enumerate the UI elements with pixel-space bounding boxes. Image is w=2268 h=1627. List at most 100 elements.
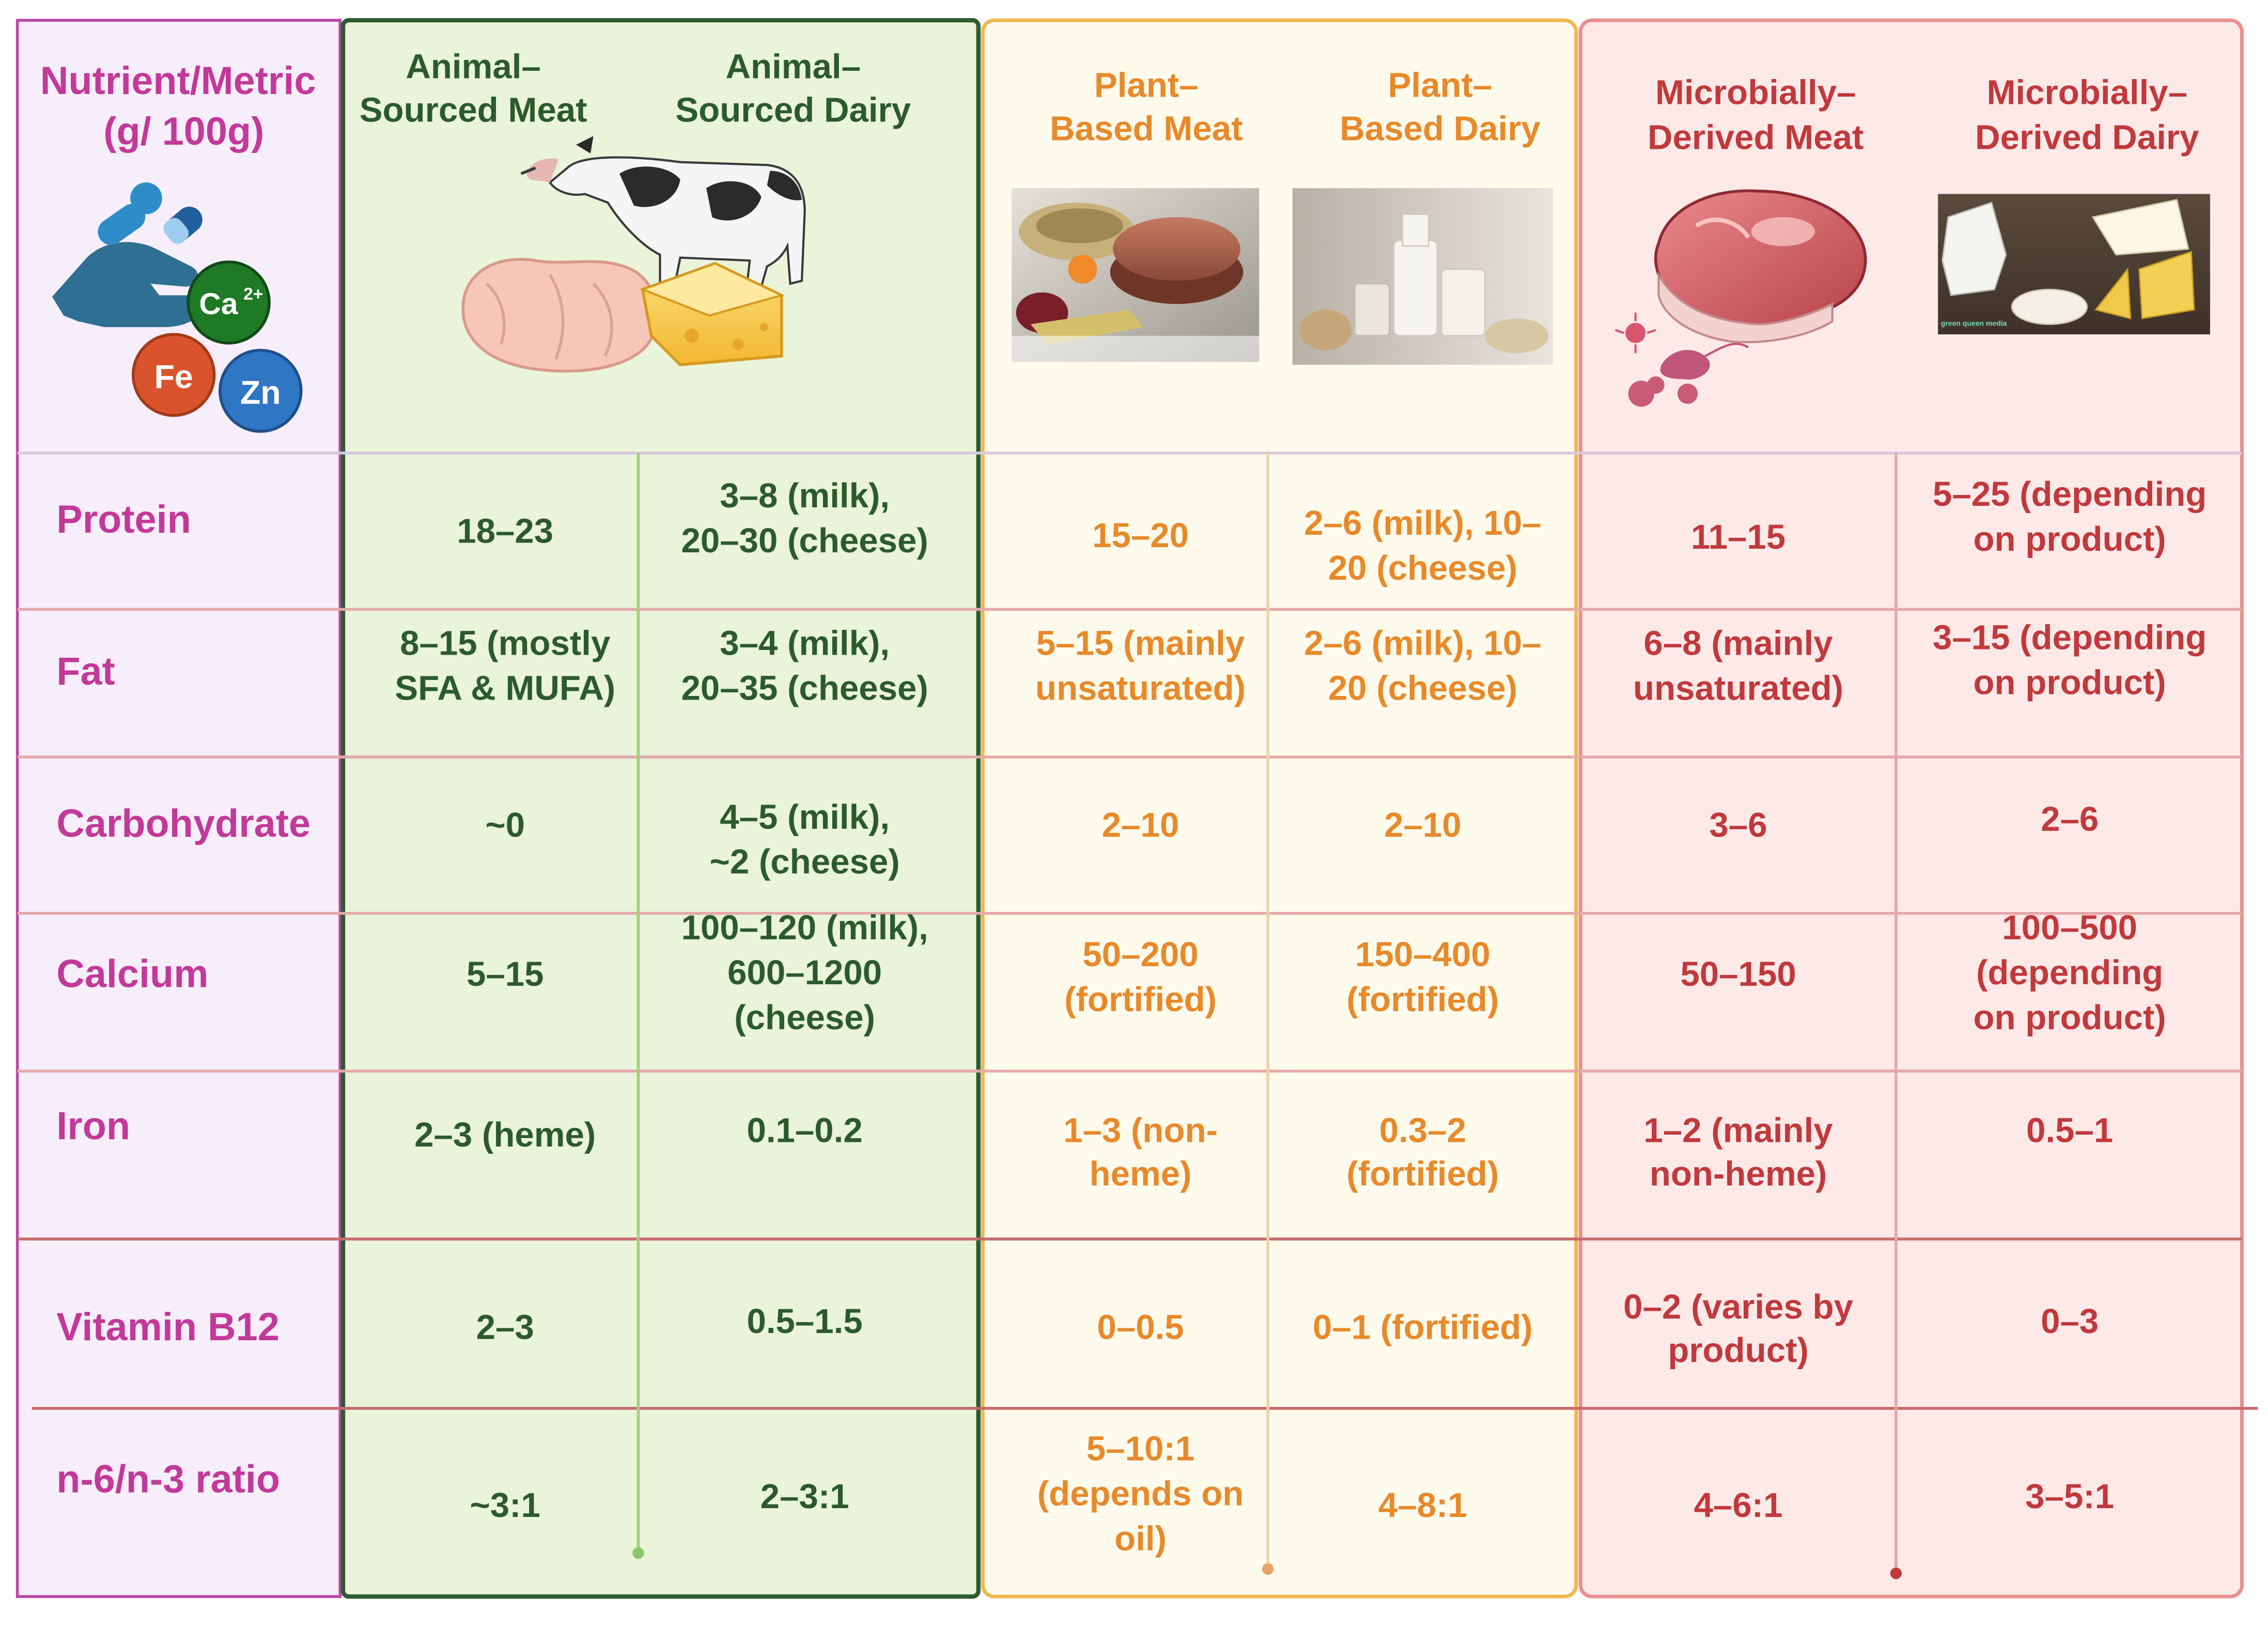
cell-line: 2–10 <box>1102 805 1179 844</box>
column-header-line2: Based Meat <box>1050 110 1243 148</box>
metric-header-title: Nutrient/Metric (g/ 100g) <box>40 59 316 153</box>
cell-line: 2–10 <box>1384 805 1462 844</box>
cell-fat-animal-dairy: 3–4 (milk), 20–35 (cheese) <box>681 624 928 708</box>
cell-line: 2–3:1 <box>760 1477 849 1516</box>
cell-line: 0–1 (fortified) <box>1313 1308 1533 1346</box>
column-header-line2: Based Dairy <box>1340 110 1541 148</box>
row-label-iron: Iron <box>56 1105 130 1148</box>
plant-based-burger-photo <box>1012 188 1260 362</box>
cell-line: 3–5:1 <box>2025 1477 2114 1516</box>
row-label-n-6-n-3-ratio: n-6/n-3 ratio <box>56 1458 280 1501</box>
cell-protein-animal-dairy: 3–8 (milk), 20–30 (cheese) <box>681 476 928 560</box>
cell-line: 2–6 <box>2041 800 2099 839</box>
cell-line: 20–30 (cheese) <box>681 521 928 560</box>
cell-line: 0.5–1 <box>2026 1111 2113 1150</box>
cell-iron-microbial-meat: 1–2 (mainly non-heme) <box>1644 1111 1834 1193</box>
cell-line: ~2 (cheese) <box>710 843 900 881</box>
cell-line: 5–10:1 <box>1086 1430 1194 1468</box>
cell-n-6-n-3-ratio-plant-meat: 5–10:1 (depends on oil) <box>1037 1430 1244 1558</box>
column-header-plant-meat: Plant– Based Meat <box>1050 66 1243 148</box>
cell-line: on product) <box>1973 520 2166 559</box>
cell-line: product) <box>1668 1331 1809 1370</box>
data-cells: Protein 18–23 3–8 (milk), 20–30 (cheese) 15–… <box>56 475 2207 1558</box>
cell-protein-microbial-meat: 11–15 <box>1691 518 1785 556</box>
cell-line: 8–15 (mostly <box>400 624 611 663</box>
cell-vitamin-b12-plant-meat: 0–0.5 <box>1097 1308 1184 1346</box>
cell-line: ~0 <box>485 805 525 844</box>
cell-carbohydrate-animal-dairy: 4–5 (milk), ~2 (cheese) <box>710 798 900 881</box>
raw-meat-microbes-illustration <box>1614 189 1867 407</box>
row-label-carbohydrate: Carbohydrate <box>56 802 310 845</box>
cell-line: (depending <box>1976 953 2163 992</box>
cell-line: 4–8:1 <box>1378 1486 1467 1525</box>
column-header-line2: Sourced Meat <box>360 90 587 129</box>
cell-line: 2–3 (heme) <box>414 1115 596 1154</box>
column-header-line2: Derived Meat <box>1648 118 1863 157</box>
cell-line: 1–2 (mainly <box>1644 1111 1834 1150</box>
row-label-calcium: Calcium <box>56 953 208 996</box>
cell-line: 0–0.5 <box>1097 1308 1184 1346</box>
column-header-plant-dairy: Plant– Based Dairy <box>1340 66 1541 148</box>
cell-line: 6–8 (mainly <box>1644 624 1834 663</box>
cell-line: on product) <box>1973 663 2166 702</box>
cell-line: 2–6 (milk), 10– <box>1304 624 1542 663</box>
animal-group-bg <box>340 18 981 1599</box>
column-header-line2: Sourced Dairy <box>675 90 911 129</box>
cell-line: 15–20 <box>1092 516 1189 555</box>
cell-line: ~3:1 <box>470 1486 540 1525</box>
column-header-animal-meat: Animal– Sourced Meat <box>360 47 587 129</box>
cell-fat-plant-dairy: 2–6 (milk), 10– 20 (cheese) <box>1304 624 1542 708</box>
cell-line: oil) <box>1114 1519 1167 1558</box>
cell-line: 2–6 (milk), 10– <box>1304 504 1542 543</box>
column-header-animal-dairy: Animal– Sourced Dairy <box>675 47 911 129</box>
column-header-line1: Microbially– <box>1987 73 2188 112</box>
zinc-badge-label: Zn <box>240 374 281 411</box>
column-dividers <box>632 453 1902 1579</box>
cell-line: 20 (cheese) <box>1328 669 1517 708</box>
cell-fat-plant-meat: 5–15 (mainly unsaturated) <box>1035 624 1246 708</box>
cell-line: 0.1–0.2 <box>747 1111 862 1150</box>
column-header-microbial-meat: Microbially– Derived Meat <box>1648 73 1863 157</box>
cell-n-6-n-3-ratio-plant-dairy: 4–8:1 <box>1378 1486 1467 1525</box>
cell-iron-plant-meat: 1–3 (non-heme) <box>1063 1111 1218 1193</box>
cell-line: 5–15 (mainly <box>1036 624 1245 663</box>
cell-line: 1–3 (non- <box>1063 1111 1218 1150</box>
cell-line: 100–120 (milk), <box>681 908 928 947</box>
cell-line: 50–200 <box>1082 935 1198 974</box>
cell-line: 0.5–1.5 <box>747 1302 862 1341</box>
column-header-line2: Derived Dairy <box>1975 118 2199 157</box>
cell-line: 4–5 (milk), <box>720 798 890 836</box>
cell-calcium-animal-dairy: 100–120 (milk), 600–1200 (cheese) <box>681 908 928 1037</box>
cell-line: (cheese) <box>734 998 875 1037</box>
cell-line: 0–3 <box>2041 1302 2099 1341</box>
hand-holding-pills-minerals-icon: Ca 2+ Fe Zn <box>52 182 303 433</box>
plant-milk-photo <box>1292 188 1554 365</box>
cell-line: (fortified) <box>1346 980 1499 1019</box>
metric-header-line2: (g/ 100g) <box>103 110 264 153</box>
calcium-badge-charge: 2+ <box>243 285 263 304</box>
dairy-photo-caption: green queen media <box>1941 319 2007 327</box>
cell-line: unsaturated) <box>1633 669 1843 708</box>
cell-line: 5–15 <box>467 955 544 994</box>
cell-iron-microbial-dairy: 0.5–1 <box>2026 1111 2113 1150</box>
column-header-microbial-dairy: Microbially– Derived Dairy <box>1975 73 2199 157</box>
cell-iron-animal-dairy: 0.1–0.2 <box>747 1111 862 1150</box>
cell-line: unsaturated) <box>1035 669 1246 708</box>
cell-protein-animal-meat: 18–23 <box>457 512 553 551</box>
cell-line: 0–2 (varies by <box>1623 1288 1853 1326</box>
cell-carbohydrate-microbial-dairy: 2–6 <box>2041 800 2099 839</box>
cell-line: 11–15 <box>1691 518 1785 556</box>
cell-n-6-n-3-ratio-animal-dairy: 2–3:1 <box>760 1477 849 1516</box>
cow-chicken-cheese-illustration <box>461 136 806 373</box>
column-header-line1: Plant– <box>1388 66 1493 105</box>
row-label-vitamin-b12: Vitamin B12 <box>56 1306 279 1349</box>
cell-line: 18–23 <box>457 512 553 551</box>
cell-vitamin-b12-animal-dairy: 0.5–1.5 <box>747 1302 862 1341</box>
cell-line: 600–1200 <box>727 953 882 992</box>
cell-protein-microbial-dairy: 5–25 (depending on product) <box>1933 475 2207 559</box>
column-header-line1: Plant– <box>1094 66 1199 105</box>
cell-line: 3–4 (milk), <box>720 624 890 663</box>
cell-line: (fortified) <box>1064 980 1217 1019</box>
cell-protein-plant-meat: 15–20 <box>1092 516 1189 555</box>
